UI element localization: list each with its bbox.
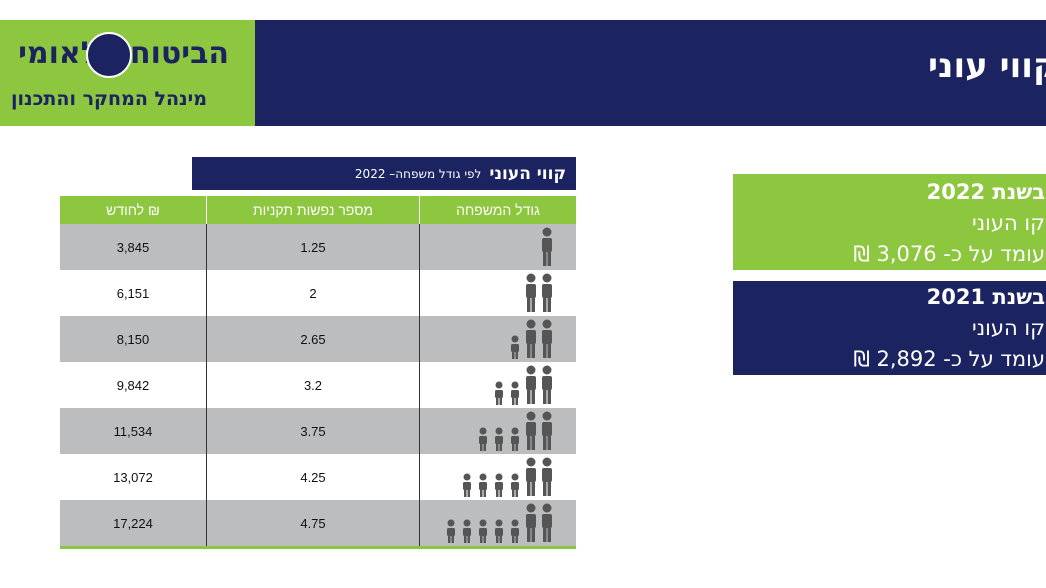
poverty-table: גודל המשפחה מספר נפשות תקניות ₪ לחודש 1.… xyxy=(60,196,576,549)
person-icon xyxy=(526,411,536,450)
person-icon xyxy=(495,519,503,543)
person-icon xyxy=(511,427,519,451)
person-icon xyxy=(542,227,552,266)
person-icon xyxy=(542,365,552,404)
person-icon xyxy=(495,427,503,451)
box-value: עומד על כ- 2,892 ₪ xyxy=(853,347,1045,371)
family-pictogram xyxy=(542,227,552,266)
family-pictogram xyxy=(463,457,552,497)
box-year: בשנת 2021 xyxy=(926,285,1045,309)
box-2021: בשנת 2021 קו העוני עומד על כ- 2,892 ₪ xyxy=(733,281,1046,375)
family-icons xyxy=(419,454,576,500)
column-header: גודל המשפחה xyxy=(419,196,576,224)
box-year: בשנת 2022 xyxy=(926,180,1045,204)
person-icon xyxy=(542,319,552,358)
person-icon xyxy=(526,503,536,542)
standard-persons: 2 xyxy=(206,270,420,316)
table-body: 1.25 3,845 2 6,151 2.65 8,150 3.2 9,842 3.75 11,5… xyxy=(60,224,576,549)
person-icon xyxy=(511,335,519,359)
person-icon xyxy=(542,411,552,450)
table-row: 2.65 8,150 xyxy=(60,316,576,362)
person-icon xyxy=(447,519,455,543)
family-pictogram xyxy=(526,273,552,312)
page-title: קווי עוני xyxy=(928,46,1046,86)
person-icon xyxy=(495,473,503,497)
family-pictogram xyxy=(511,319,552,359)
standard-persons: 3.75 xyxy=(206,408,420,454)
table-title-bar: קווי העוני לפי גודל משפחה– 2022 xyxy=(192,157,576,190)
monthly-amount: 3,845 xyxy=(60,224,207,270)
family-icons xyxy=(419,316,576,362)
standard-persons: 4.25 xyxy=(206,454,420,500)
person-icon xyxy=(511,519,519,543)
person-icon xyxy=(463,519,471,543)
monthly-amount: 11,534 xyxy=(60,408,207,454)
table-subtitle: לפי גודל משפחה– 2022 xyxy=(354,166,482,181)
column-header: מספר נפשות תקניות xyxy=(206,196,420,224)
person-icon xyxy=(495,381,503,405)
person-icon xyxy=(479,427,487,451)
table-row: 4.25 13,072 xyxy=(60,454,576,500)
person-icon xyxy=(511,381,519,405)
person-icon xyxy=(479,519,487,543)
column-header: ₪ לחודש xyxy=(60,196,207,224)
monthly-amount: 13,072 xyxy=(113,469,153,485)
table-row: 3.2 9,842 xyxy=(60,362,576,408)
family-icons xyxy=(419,224,576,270)
monthly-amount: 9,842 xyxy=(116,377,150,393)
person-icon xyxy=(526,365,536,404)
person-icon xyxy=(526,457,536,496)
person-icon xyxy=(511,473,519,497)
family-pictogram xyxy=(495,365,552,405)
person-icon xyxy=(542,503,552,542)
table-row: 3.75 11,534 xyxy=(60,408,576,454)
family-pictogram xyxy=(479,411,552,451)
box-value: עומד על כ- 3,076 ₪ xyxy=(853,242,1045,266)
table-row: 1.25 3,845 xyxy=(60,224,576,270)
header-row: גודל המשפחה מספר נפשות תקניות ₪ לחודש xyxy=(60,196,576,224)
family-icons xyxy=(419,500,576,549)
monthly-amount: 6,151 xyxy=(116,285,150,301)
person-icon xyxy=(526,319,536,358)
logo-unit: מינהל המחקר והתכנון xyxy=(11,88,207,110)
person-icon xyxy=(526,273,536,312)
box-label: קו העוני xyxy=(972,211,1045,235)
family-icons xyxy=(419,270,576,316)
table-row: 4.75 17,224 xyxy=(60,500,576,549)
standard-persons: 2.65 xyxy=(206,316,420,362)
logo-emblem xyxy=(86,32,132,78)
person-icon xyxy=(542,457,552,496)
person-icon xyxy=(463,473,471,497)
monthly-amount: 17,224 xyxy=(60,500,207,549)
standard-persons: 1.25 xyxy=(206,224,420,270)
monthly-amount: 8,150 xyxy=(60,316,207,362)
table-title: קווי העוני xyxy=(489,163,566,184)
box-2022: בשנת 2022 קו העוני עומד על כ- 3,076 ₪ xyxy=(733,174,1046,270)
logo: הביטוח הלאומי מינהל המחקר והתכנון xyxy=(0,20,255,126)
family-pictogram xyxy=(447,503,552,543)
table-row: 2 6,151 xyxy=(60,270,576,316)
family-icons xyxy=(419,408,576,454)
standard-persons: 3.2 xyxy=(206,362,420,408)
standard-persons: 4.75 xyxy=(206,500,420,549)
box-label: קו העוני xyxy=(972,316,1045,340)
person-icon xyxy=(542,273,552,312)
family-icons xyxy=(419,362,576,408)
person-icon xyxy=(479,473,487,497)
